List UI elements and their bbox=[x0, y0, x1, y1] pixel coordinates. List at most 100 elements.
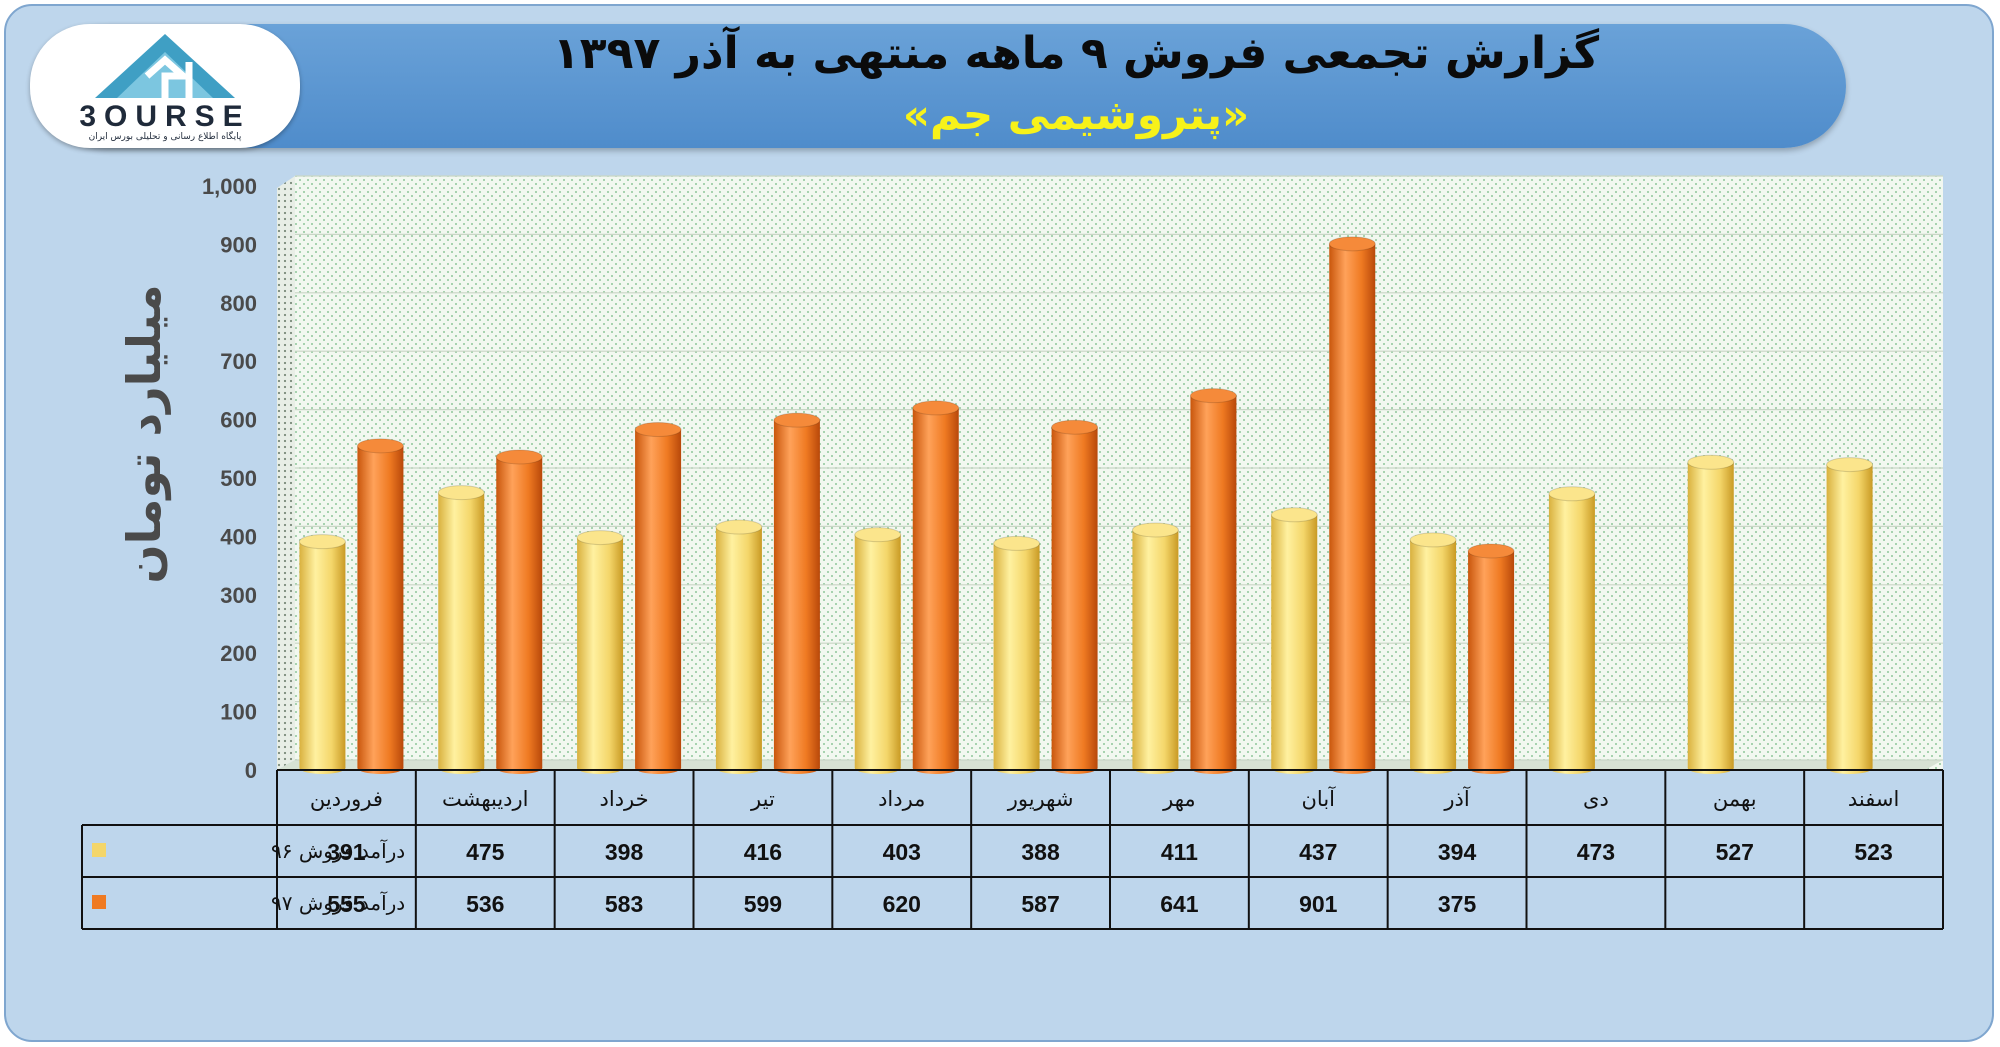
bar-base bbox=[438, 762, 485, 774]
bar-body bbox=[496, 456, 543, 768]
bar-body bbox=[1826, 464, 1873, 768]
legend-swatch bbox=[92, 843, 106, 857]
report-frame: گزارش تجمعی فروش ۹ ماهه منتهی به آذر ۱۳۹… bbox=[4, 4, 1994, 1042]
x-category-label: آذر bbox=[1443, 786, 1470, 811]
bar-base bbox=[1329, 762, 1376, 774]
bar-cap bbox=[912, 400, 960, 416]
y-tick-label: 700 bbox=[220, 349, 257, 374]
bar-body bbox=[577, 537, 624, 768]
bar-cap bbox=[1826, 457, 1874, 473]
data-label: 416 bbox=[744, 839, 782, 865]
bar-base bbox=[854, 762, 901, 774]
bar-96 bbox=[1548, 486, 1596, 774]
bar-body bbox=[854, 534, 901, 768]
bar-base bbox=[993, 762, 1040, 774]
bar-cap bbox=[854, 527, 902, 543]
bar-96 bbox=[715, 519, 763, 774]
bar-body bbox=[1687, 462, 1734, 768]
y-tick-label: 900 bbox=[220, 232, 257, 257]
data-table: فروردین اردیبهشت خرداد تیر مرداد شهریور مهر آبا… bbox=[81, 769, 1944, 930]
bars-layer bbox=[298, 236, 1874, 774]
bar-cap bbox=[773, 412, 821, 428]
x-category-label: مرداد bbox=[878, 787, 925, 811]
bar-cap bbox=[1131, 522, 1179, 538]
bar-97 bbox=[634, 422, 682, 774]
x-category-label: خرداد bbox=[600, 787, 649, 811]
bar-cap bbox=[634, 422, 682, 438]
bar-base bbox=[635, 762, 682, 774]
data-label: 411 bbox=[1161, 839, 1198, 865]
bar-base bbox=[715, 762, 762, 774]
bar-base bbox=[1132, 762, 1179, 774]
data-label: 403 bbox=[883, 839, 921, 865]
bar-96 bbox=[298, 534, 346, 774]
bar-97 bbox=[1189, 388, 1237, 774]
x-category-label: شهریور bbox=[1007, 787, 1074, 811]
bar-base bbox=[1190, 762, 1237, 774]
bar-96 bbox=[576, 530, 624, 774]
bar-cap bbox=[993, 535, 1041, 551]
bar-96 bbox=[1409, 532, 1457, 774]
data-label: 620 bbox=[883, 891, 921, 917]
bar-97 bbox=[356, 438, 404, 774]
bar-body bbox=[1468, 551, 1515, 768]
bar-base bbox=[1271, 762, 1318, 774]
bar-body bbox=[438, 492, 485, 768]
bar-body bbox=[912, 407, 959, 768]
y-tick-label: 600 bbox=[220, 408, 257, 433]
bar-97 bbox=[1051, 419, 1099, 774]
bar-body bbox=[1329, 243, 1376, 769]
bar-chart: 0 100 200 300 400 500 600 700 800 900 1,000 فروردی… bbox=[81, 174, 1944, 930]
bar-body bbox=[1132, 529, 1179, 768]
bar-base bbox=[577, 762, 624, 774]
y-tick-label: 0 bbox=[245, 758, 257, 783]
y-tick-label: 100 bbox=[220, 700, 257, 725]
bar-base bbox=[1051, 762, 1098, 774]
data-label: 555 bbox=[327, 891, 366, 917]
data-label: 437 bbox=[1299, 839, 1337, 865]
data-label: 398 bbox=[605, 839, 644, 865]
data-label: 587 bbox=[1021, 891, 1059, 917]
y-tick-label: 200 bbox=[220, 641, 257, 666]
floor bbox=[277, 760, 1943, 770]
bar-96 bbox=[1270, 507, 1318, 774]
data-label: 523 bbox=[1854, 839, 1892, 865]
data-label: 641 bbox=[1160, 891, 1199, 917]
bourse-logo: 3OURSE پایگاه اطلاع رسانی و تحلیلی بورس … bbox=[30, 24, 300, 148]
bar-cap bbox=[576, 530, 624, 546]
x-category-label: مهر bbox=[1162, 787, 1196, 811]
bar-base bbox=[912, 762, 959, 774]
y-tick-label: 500 bbox=[220, 466, 257, 491]
bar-base bbox=[496, 762, 543, 774]
bar-cap bbox=[1270, 507, 1318, 523]
data-label: 527 bbox=[1716, 839, 1754, 865]
bar-cap bbox=[1328, 236, 1376, 252]
x-category-label: اردیبهشت bbox=[442, 787, 529, 811]
data-label: 583 bbox=[605, 891, 643, 917]
logo-wordmark: 3OURSE bbox=[79, 100, 251, 133]
bar-body bbox=[993, 543, 1040, 768]
chart-subtitle: «پتروشیمی جم» bbox=[902, 90, 1250, 139]
bar-97 bbox=[773, 412, 821, 774]
chart-title: گزارش تجمعی فروش ۹ ماهه منتهی به آذر ۱۳۹… bbox=[552, 28, 1600, 79]
bar-base bbox=[299, 762, 346, 774]
bar-cap bbox=[1189, 388, 1237, 404]
x-category-label: تیر bbox=[750, 787, 775, 811]
x-category-label: دی bbox=[1583, 787, 1609, 811]
y-tick-label: 1,000 bbox=[202, 174, 257, 199]
bar-96 bbox=[1131, 522, 1179, 774]
y-tick-label: 400 bbox=[220, 524, 257, 549]
data-label: 391 bbox=[327, 839, 366, 865]
bar-cap bbox=[298, 534, 346, 550]
data-label: 473 bbox=[1577, 839, 1615, 865]
bar-96 bbox=[854, 527, 902, 774]
x-category-label: اسفند bbox=[1848, 787, 1899, 811]
bar-97 bbox=[1467, 543, 1515, 774]
legend-swatch bbox=[92, 895, 106, 909]
data-label: 375 bbox=[1438, 891, 1477, 917]
bar-cap bbox=[437, 485, 485, 501]
y-tick-label: 300 bbox=[220, 583, 257, 608]
bar-base bbox=[1410, 762, 1457, 774]
bar-cap bbox=[1687, 454, 1735, 470]
x-category-label: آبان bbox=[1302, 786, 1337, 811]
